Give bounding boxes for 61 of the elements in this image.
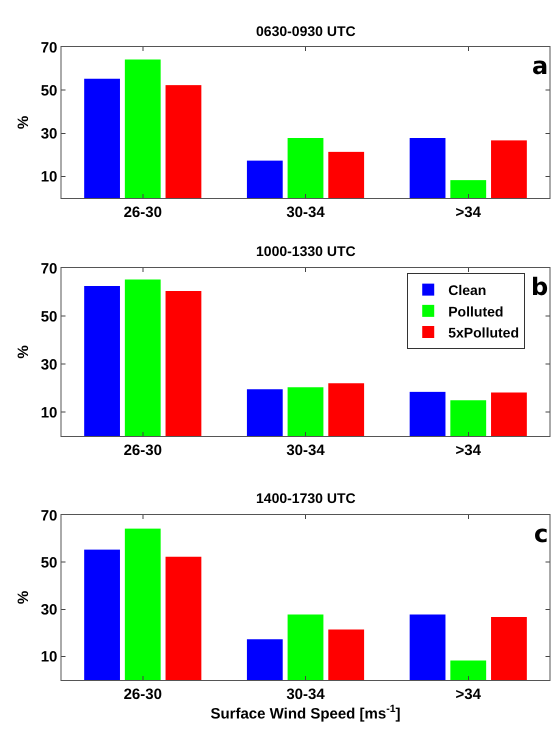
y-tick-label: 50	[40, 554, 58, 572]
bar	[491, 392, 527, 436]
x-tick-label: 30-34	[286, 686, 326, 703]
annotation: b	[531, 273, 548, 301]
y-tick-label: 70	[40, 260, 58, 278]
x-tick-label: 26-30	[124, 686, 162, 703]
chart-title: 1400-1730 UTC	[256, 490, 356, 506]
bar	[328, 630, 364, 680]
y-tick-label: 50	[40, 82, 58, 100]
x-tick-label: 26-30	[124, 204, 162, 221]
bar	[166, 85, 202, 198]
y-tick-label: 30	[40, 602, 58, 619]
y-axis-title: %	[14, 345, 32, 359]
bar	[246, 639, 283, 680]
chart-title: 0630-0930 UTC	[256, 23, 356, 39]
bar	[246, 160, 283, 198]
x-tick-label: 30-34	[286, 442, 326, 459]
bar	[491, 617, 527, 680]
y-tick-label: 70	[40, 39, 58, 56]
y-tick-label: 10	[40, 168, 58, 186]
bar	[410, 138, 446, 198]
bar	[246, 389, 283, 436]
bar	[450, 180, 486, 198]
x-tick-label: >34	[456, 686, 482, 703]
y-tick-label: 50	[40, 308, 58, 326]
x-tick-label: 26-30	[124, 442, 162, 459]
bar	[166, 556, 202, 680]
bar	[84, 550, 120, 680]
y-tick-label: 30	[40, 356, 58, 374]
y-tick-label: 30	[40, 126, 58, 143]
y-tick-label: 70	[40, 507, 58, 524]
annotation: c	[534, 520, 548, 548]
bar	[288, 614, 324, 680]
bar	[328, 383, 364, 436]
bar	[84, 286, 120, 436]
bar	[450, 660, 486, 680]
chart-title: 1000-1330 UTC	[256, 243, 356, 259]
bar	[288, 138, 324, 198]
bar	[124, 280, 161, 436]
bar	[410, 614, 446, 680]
y-tick-label: 10	[40, 404, 58, 422]
bar	[410, 392, 446, 436]
x-tick-label: 30-34	[286, 204, 326, 221]
legend-label: 5xPolluted	[448, 324, 520, 340]
bar	[450, 400, 486, 436]
x-tick-label: >34	[456, 442, 482, 459]
legend-label: Clean	[448, 282, 486, 298]
bar	[491, 140, 527, 198]
y-axis-title: %	[14, 590, 32, 604]
y-axis-title: %	[14, 116, 32, 130]
bar	[328, 152, 364, 198]
bar	[124, 528, 161, 680]
bar	[84, 78, 120, 198]
bar	[166, 291, 202, 436]
legend-label: Polluted	[448, 303, 504, 320]
bar	[288, 387, 324, 436]
y-tick-label: 10	[40, 648, 58, 666]
x-tick-label: >34	[456, 204, 482, 221]
x-axis-title: Surface Wind Speed [ms$^{-1}$]	[210, 703, 401, 722]
annotation: a	[532, 52, 548, 80]
bar	[124, 60, 161, 198]
